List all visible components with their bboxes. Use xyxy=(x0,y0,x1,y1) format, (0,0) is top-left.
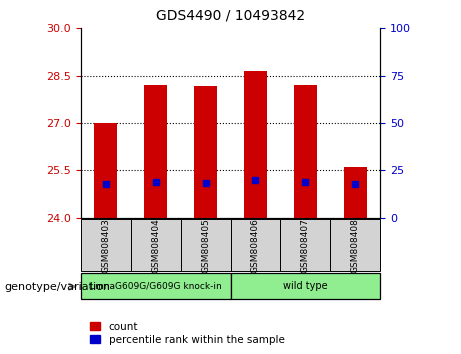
Bar xyxy=(95,123,117,218)
Text: GSM808404: GSM808404 xyxy=(151,218,160,273)
Text: GSM808406: GSM808406 xyxy=(251,218,260,273)
Text: GSM808403: GSM808403 xyxy=(101,218,110,273)
Bar xyxy=(130,219,181,271)
Text: GSM808408: GSM808408 xyxy=(351,218,360,273)
Text: GSM808405: GSM808405 xyxy=(201,218,210,273)
Bar xyxy=(280,219,331,271)
Bar xyxy=(144,85,167,218)
Text: GDS4490 / 10493842: GDS4490 / 10493842 xyxy=(156,9,305,23)
Bar xyxy=(294,85,317,218)
Bar xyxy=(230,219,280,271)
Bar xyxy=(81,273,230,299)
Text: GSM808407: GSM808407 xyxy=(301,218,310,273)
Text: wild type: wild type xyxy=(283,281,328,291)
Bar xyxy=(181,219,230,271)
Bar xyxy=(81,219,130,271)
Bar xyxy=(244,71,267,218)
Bar xyxy=(230,273,380,299)
Bar xyxy=(194,86,217,218)
Legend: count, percentile rank within the sample: count, percentile rank within the sample xyxy=(86,317,289,349)
Bar xyxy=(331,219,380,271)
Text: genotype/variation: genotype/variation xyxy=(5,282,111,292)
Bar xyxy=(344,167,366,218)
Text: LmnaG609G/G609G knock-in: LmnaG609G/G609G knock-in xyxy=(90,281,221,290)
